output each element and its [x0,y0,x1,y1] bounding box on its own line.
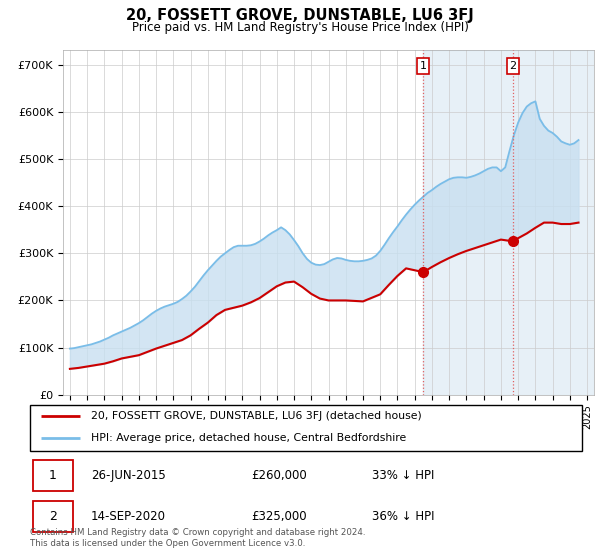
Text: 20, FOSSETT GROVE, DUNSTABLE, LU6 3FJ: 20, FOSSETT GROVE, DUNSTABLE, LU6 3FJ [126,8,474,24]
Text: HPI: Average price, detached house, Central Bedfordshire: HPI: Average price, detached house, Cent… [91,433,406,443]
Text: 26-JUN-2015: 26-JUN-2015 [91,469,166,482]
FancyBboxPatch shape [33,460,73,492]
FancyBboxPatch shape [30,405,582,451]
FancyBboxPatch shape [33,501,73,533]
Text: 14-SEP-2020: 14-SEP-2020 [91,510,166,523]
Text: 33% ↓ HPI: 33% ↓ HPI [372,469,434,482]
Text: £325,000: £325,000 [251,510,307,523]
Text: Contains HM Land Registry data © Crown copyright and database right 2024.
This d: Contains HM Land Registry data © Crown c… [30,528,365,548]
Text: 20, FOSSETT GROVE, DUNSTABLE, LU6 3FJ (detached house): 20, FOSSETT GROVE, DUNSTABLE, LU6 3FJ (d… [91,412,421,421]
Text: £260,000: £260,000 [251,469,307,482]
Text: Price paid vs. HM Land Registry's House Price Index (HPI): Price paid vs. HM Land Registry's House … [131,21,469,34]
Text: 1: 1 [49,469,56,482]
Text: 1: 1 [419,60,427,71]
Bar [423,50,594,395]
Text: 36% ↓ HPI: 36% ↓ HPI [372,510,435,523]
Text: 2: 2 [49,510,56,523]
Text: 2: 2 [509,60,517,71]
